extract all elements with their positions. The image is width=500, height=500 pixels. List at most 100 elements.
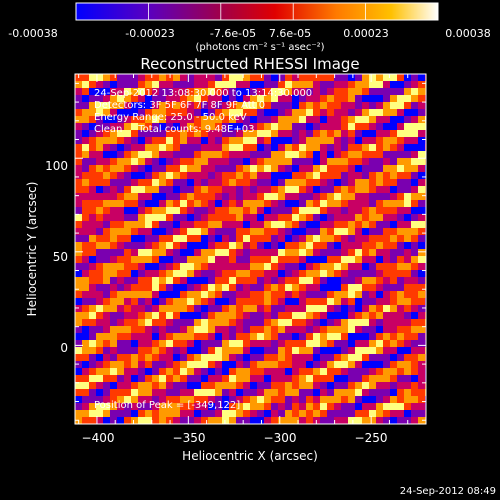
heatmap-cell	[138, 130, 145, 137]
heatmap-cell	[243, 284, 250, 291]
heatmap-cell	[110, 74, 117, 81]
heatmap-cell	[327, 193, 334, 200]
heatmap-cell	[341, 102, 348, 109]
heatmap-cell	[152, 277, 159, 284]
heatmap-cell	[383, 186, 390, 193]
heatmap-cell	[159, 354, 166, 361]
heatmap-cell	[159, 123, 166, 130]
heatmap-cell	[369, 305, 376, 312]
y-tick-label: 0	[60, 341, 68, 355]
heatmap-cell	[110, 81, 117, 88]
heatmap-cell	[383, 417, 390, 424]
heatmap-cell	[243, 417, 250, 424]
heatmap-cell	[173, 228, 180, 235]
heatmap-cell	[159, 305, 166, 312]
heatmap-cell	[131, 347, 138, 354]
heatmap-cell	[306, 123, 313, 130]
heatmap-cell	[194, 165, 201, 172]
heatmap-cell	[257, 130, 264, 137]
heatmap-cell	[341, 144, 348, 151]
heatmap-cell	[299, 186, 306, 193]
heatmap-cell	[362, 88, 369, 95]
heatmap-cell	[82, 389, 89, 396]
heatmap-cell	[222, 130, 229, 137]
heatmap-cell	[110, 95, 117, 102]
heatmap-cell	[229, 354, 236, 361]
heatmap-cell	[362, 130, 369, 137]
heatmap-cell	[285, 270, 292, 277]
heatmap-cell	[397, 305, 404, 312]
heatmap-cell	[117, 221, 124, 228]
heatmap-cell	[110, 116, 117, 123]
heatmap-cell	[243, 179, 250, 186]
heatmap-cell	[369, 354, 376, 361]
heatmap-cell	[334, 347, 341, 354]
heatmap-cell	[348, 88, 355, 95]
heatmap-cell	[173, 305, 180, 312]
heatmap-cell	[89, 81, 96, 88]
heatmap-cell	[166, 179, 173, 186]
heatmap-cell	[362, 291, 369, 298]
heatmap-cell	[348, 102, 355, 109]
heatmap-cell	[271, 172, 278, 179]
heatmap-cell	[229, 326, 236, 333]
heatmap-cell	[103, 137, 110, 144]
heatmap-cell	[285, 151, 292, 158]
heatmap-cell	[124, 214, 131, 221]
heatmap-cell	[257, 179, 264, 186]
heatmap-cell	[271, 312, 278, 319]
heatmap-cell	[243, 263, 250, 270]
heatmap-cell	[131, 368, 138, 375]
heatmap-cell	[215, 263, 222, 270]
heatmap-cell	[292, 144, 299, 151]
heatmap-cell	[376, 137, 383, 144]
heatmap-cell	[418, 382, 425, 389]
heatmap-cell	[208, 172, 215, 179]
heatmap-cell	[404, 354, 411, 361]
heatmap-cell	[159, 144, 166, 151]
heatmap-cell	[138, 305, 145, 312]
heatmap-cell	[411, 130, 418, 137]
heatmap-cell	[173, 361, 180, 368]
heatmap-cell	[257, 396, 264, 403]
heatmap-cell	[110, 298, 117, 305]
heatmap-cell	[180, 410, 187, 417]
heatmap-cell	[138, 158, 145, 165]
heatmap-cell	[257, 354, 264, 361]
annotation-time-range: 24-Sep-2012 13:08:30.000 to 13:14:30.000	[94, 88, 312, 99]
heatmap-cell	[313, 361, 320, 368]
heatmap-cell	[236, 179, 243, 186]
heatmap-cell	[390, 319, 397, 326]
heatmap-cell	[173, 81, 180, 88]
heatmap-cell	[341, 375, 348, 382]
heatmap-cell	[96, 151, 103, 158]
heatmap-cell	[376, 193, 383, 200]
heatmap-cell	[159, 109, 166, 116]
heatmap-cell	[229, 144, 236, 151]
heatmap-cell	[152, 214, 159, 221]
heatmap-cell	[222, 361, 229, 368]
heatmap-cell	[299, 333, 306, 340]
heatmap-cell	[236, 333, 243, 340]
heatmap-cell	[152, 403, 159, 410]
heatmap-cell	[89, 368, 96, 375]
heatmap-cell	[418, 214, 425, 221]
heatmap-cell	[320, 81, 327, 88]
heatmap-cell	[173, 102, 180, 109]
heatmap-cell	[369, 228, 376, 235]
heatmap-cell	[89, 158, 96, 165]
heatmap-cell	[369, 249, 376, 256]
heatmap-cell	[229, 361, 236, 368]
heatmap-cell	[278, 214, 285, 221]
heatmap-cell	[110, 326, 117, 333]
heatmap-cell	[89, 74, 96, 81]
heatmap-cell	[397, 116, 404, 123]
heatmap-cell	[257, 375, 264, 382]
heatmap-cell	[397, 179, 404, 186]
heatmap-cell	[327, 326, 334, 333]
heatmap-cell	[376, 375, 383, 382]
heatmap-cell	[229, 319, 236, 326]
heatmap-cell	[376, 74, 383, 81]
heatmap-cell	[327, 151, 334, 158]
heatmap-cell	[278, 382, 285, 389]
